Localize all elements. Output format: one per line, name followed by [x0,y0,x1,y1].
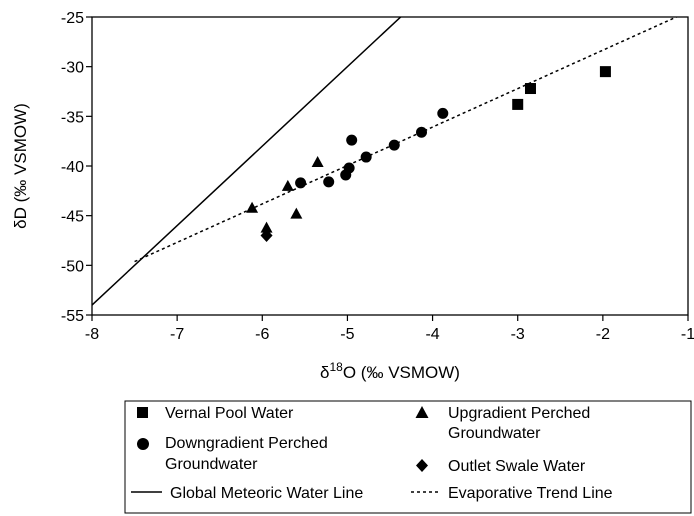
x-tick-label: -8 [85,326,99,343]
y-tick-label: -55 [61,308,84,325]
downgradient-point [295,177,307,189]
x-axis-label: δ18O (‰ VSMOW) [320,360,460,382]
legend-box [124,400,692,514]
vernal-pool-point [599,66,611,78]
upgradient-point [260,221,273,233]
legend-upgradient-label-line2: Groundwater [448,425,541,442]
plot-area-frame [91,16,689,316]
upgradient-point [281,179,294,191]
x-tick-label: -1 [681,326,694,343]
upgradient-point [246,201,259,213]
legend-vernal-pool-label: Vernal Pool Water [165,405,294,422]
legend-outlet-swale-marker [416,459,428,472]
legend: Vernal Pool Water Upgradient Perched Gro… [124,400,692,514]
y-tick-label: -35 [61,109,84,126]
trend-lines [92,17,679,306]
legend-gmwl-label: Global Meteoric Water Line [170,485,363,502]
y-tick-label: -45 [61,209,84,226]
downgradient-point [346,134,358,146]
y-tick-label: -40 [61,159,84,176]
legend-downgradient-label-line1: Downgradient Perched [165,435,328,452]
legend-outlet-swale-label: Outlet Swale Water [448,458,586,475]
downgradient-point [416,126,428,138]
legend-upgradient-marker [415,406,429,418]
data-points [246,66,611,243]
outlet-swale-point [260,229,273,243]
y-tick-label: -25 [61,10,84,27]
y-tick-label: -30 [61,60,84,77]
y-tick-label: -50 [61,258,84,275]
legend-upgradient-label-line1: Upgradient Perched [448,405,590,422]
evaporative-trend-line [134,17,679,263]
downgradient-point [343,162,355,174]
x-tick-label: -7 [170,326,184,343]
vernal-pool-point [524,83,536,95]
upgradient-point [290,207,303,219]
x-tick-label: -5 [340,326,354,343]
downgradient-point [437,107,449,119]
x-tick-label: -4 [425,326,439,343]
legend-downgradient-label-line2: Groundwater [165,456,258,473]
x-tick-label: -2 [596,326,610,343]
axis-ticks: -8 -7 -6 -5 -4 -3 -2 -1 -55 -50 -45 -40 -35 -30 -25 [61,10,694,343]
x-tick-label: -3 [511,326,525,343]
vernal-pool-point [512,98,524,110]
upgradient-point [311,156,324,168]
downgradient-point [360,151,372,163]
downgradient-point [323,176,335,188]
legend-vernal-pool-marker [137,407,148,418]
y-axis-label: δD (‰ VSMOW) [11,103,30,229]
global-meteoric-water-line [92,17,402,306]
x-tick-label: -6 [255,326,269,343]
legend-downgradient-marker [137,438,149,450]
downgradient-point [388,139,400,151]
legend-evaporative-label: Evaporative Trend Line [448,485,613,502]
